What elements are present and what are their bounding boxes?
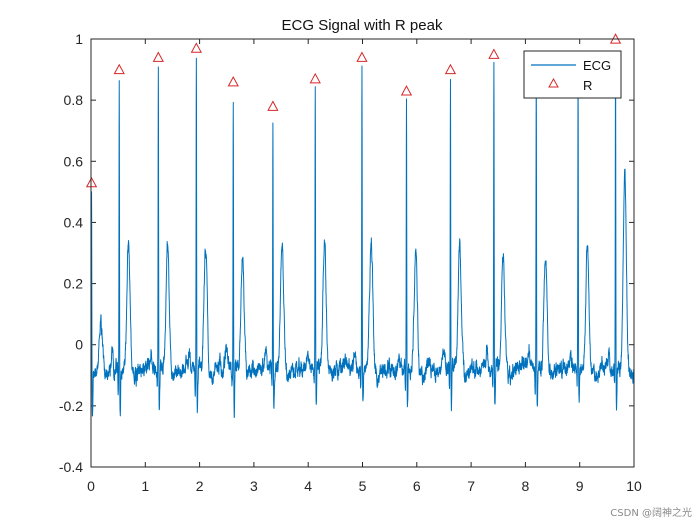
y-tick-label: 0.6 — [64, 153, 84, 169]
legend-r-label: R — [583, 78, 592, 93]
x-tick-label: 1 — [141, 478, 149, 494]
r-peak-marker — [267, 100, 279, 111]
x-tick-label: 3 — [250, 478, 258, 494]
r-peak-marker — [488, 48, 500, 59]
x-tick-label: 6 — [413, 478, 421, 494]
y-tick-label: 1 — [75, 31, 83, 47]
y-tick-label: 0.4 — [64, 214, 84, 230]
r-peak-marker — [152, 51, 164, 62]
legend-r-swatch — [548, 77, 559, 88]
r-peak-marker — [309, 72, 321, 84]
watermark: CSDN @阔神之光 — [610, 508, 692, 519]
x-tick-label: 9 — [576, 478, 584, 494]
x-tick-label: 8 — [522, 478, 530, 494]
y-tick-label: -0.2 — [59, 398, 83, 414]
x-tick-label: 7 — [467, 478, 475, 494]
x-tick-label: 4 — [304, 478, 312, 494]
y-tick-label: 0 — [75, 337, 83, 353]
r-peak-marker — [400, 85, 413, 96]
y-axis-ticks: -0.4 -0.2 0 0.2 0.4 0.6 0.8 1 — [59, 31, 634, 475]
y-tick-label: 0.8 — [64, 92, 84, 108]
x-tick-label: 10 — [626, 478, 642, 494]
r-peak-marker — [227, 75, 239, 87]
chart-title: ECG Signal with R peak — [282, 17, 443, 34]
x-tick-label: 2 — [196, 478, 204, 494]
ecg-line — [90, 57, 635, 418]
y-tick-label: 0.2 — [64, 276, 84, 292]
x-tick-label: 5 — [359, 478, 367, 494]
plot-frame — [90, 38, 635, 468]
legend-box — [523, 50, 622, 99]
r-peak-marker — [190, 42, 202, 53]
y-tick-label: -0.4 — [59, 459, 83, 475]
legend-ecg-label: ECG — [583, 58, 611, 73]
x-axis-ticks: 0 1 2 3 4 5 6 7 8 9 10 — [87, 39, 642, 494]
legend: ECG R — [523, 50, 622, 99]
r-peak-marker — [113, 63, 125, 75]
r-peak-marker — [356, 51, 368, 62]
x-tick-label: 0 — [87, 478, 95, 494]
ecg-series — [90, 57, 635, 418]
r-peak-marker — [444, 63, 457, 75]
r-peak-marker — [85, 176, 98, 188]
